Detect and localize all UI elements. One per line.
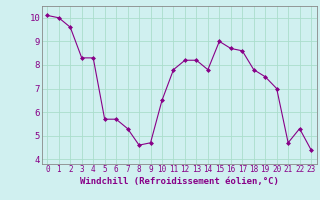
X-axis label: Windchill (Refroidissement éolien,°C): Windchill (Refroidissement éolien,°C) xyxy=(80,177,279,186)
